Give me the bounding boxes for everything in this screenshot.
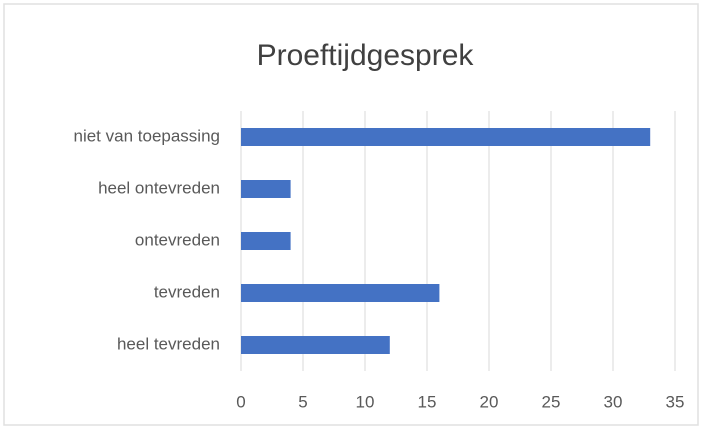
bar [241, 232, 291, 250]
y-tick-label: heel tevreden [117, 334, 220, 353]
bar [241, 336, 390, 354]
bar [241, 284, 440, 302]
bar [241, 128, 651, 146]
bar [241, 180, 291, 198]
y-tick-label: ontevreden [135, 230, 220, 249]
chart-title: Proeftijdgesprek [257, 39, 475, 72]
x-tick-label: 15 [418, 392, 437, 411]
y-tick-label: tevreden [154, 282, 220, 301]
x-tick-label: 0 [236, 392, 245, 411]
chart-frame [3, 3, 699, 426]
x-tick-label: 5 [298, 392, 307, 411]
y-tick-label: heel ontevreden [98, 178, 220, 197]
x-tick-label: 20 [480, 392, 499, 411]
y-tick-label: niet van toepassing [74, 126, 221, 145]
x-tick-label: 25 [542, 392, 561, 411]
x-tick-label: 10 [356, 392, 375, 411]
x-tick-label: 35 [666, 392, 685, 411]
x-tick-label: 30 [604, 392, 623, 411]
